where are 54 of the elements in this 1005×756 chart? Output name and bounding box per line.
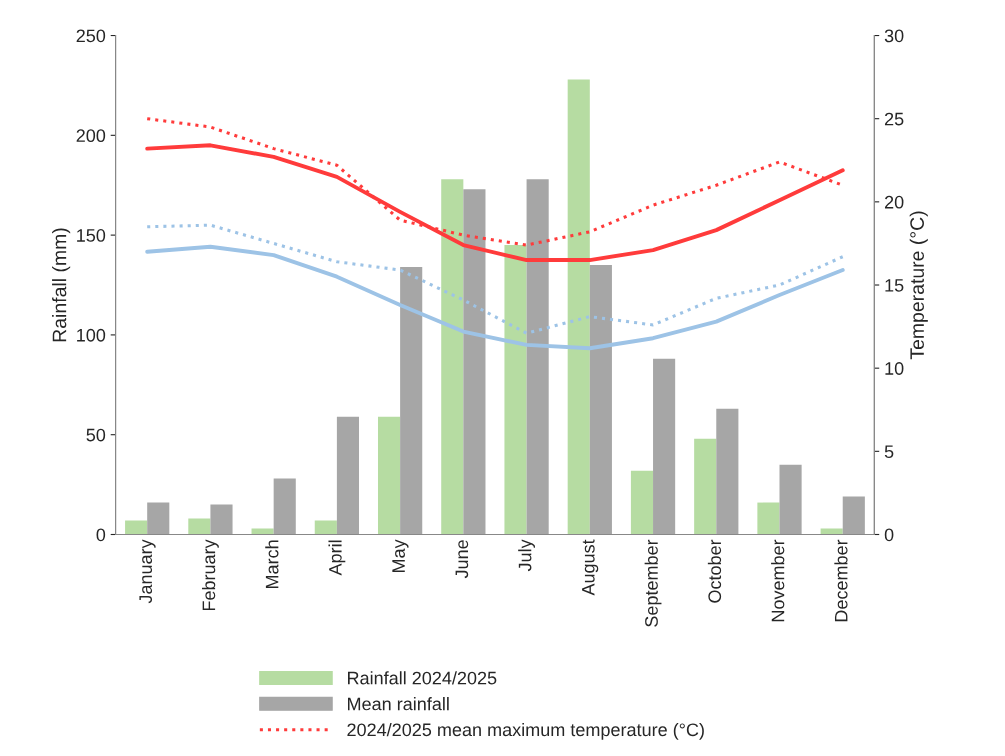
- legend-label: Rainfall 2024/2025: [348, 671, 497, 685]
- bar: [125, 520, 148, 535]
- bar: [716, 408, 739, 535]
- y-tick-label: 250: [76, 29, 106, 43]
- bar: [336, 416, 360, 535]
- x-tick-label: May: [392, 539, 409, 572]
- y2-tick-label: 15: [885, 279, 904, 292]
- bar: [630, 470, 654, 535]
- bar: [147, 502, 170, 535]
- y2-tick-label: 5: [884, 445, 894, 459]
- y-tick-label: 150: [77, 229, 106, 242]
- bar: [400, 267, 423, 535]
- bar: [653, 358, 676, 535]
- y2-tick-label: 20: [884, 195, 904, 209]
- y-axis-title: Rainfall (mm): [52, 228, 71, 342]
- bar: [210, 504, 233, 535]
- line-series: [145, 244, 845, 351]
- x-tick-label: February: [202, 539, 219, 611]
- line-series: [145, 223, 845, 335]
- bar: [314, 520, 337, 535]
- x-tick-label: June: [455, 540, 469, 579]
- bar: [273, 478, 296, 535]
- bar: [567, 79, 590, 535]
- bar: [504, 245, 527, 535]
- bar: [779, 464, 802, 535]
- y-tick-label: 200: [76, 129, 106, 143]
- x-tick-label: November: [771, 539, 785, 622]
- legend-label: Mean rainfall: [348, 697, 449, 711]
- y2-tick-label: 25: [884, 112, 904, 126]
- bar: [694, 438, 717, 535]
- y-tick-label: 100: [77, 328, 106, 342]
- bar: [526, 179, 549, 535]
- bar: [188, 518, 211, 535]
- bar: [463, 189, 486, 535]
- x-tick-label: December: [834, 539, 848, 622]
- x-tick-label: April: [328, 540, 346, 576]
- y2-tick-label: 30: [884, 29, 904, 43]
- y-tick-label: 0: [96, 528, 106, 542]
- x-tick-label: March: [265, 540, 279, 589]
- x-tick-label: September: [644, 539, 662, 627]
- bar: [377, 416, 401, 535]
- bar: [589, 265, 612, 535]
- y2-axis-title: Temperature (°C): [909, 211, 928, 360]
- x-tick-label: January: [139, 539, 156, 604]
- y2-tick-label: 0: [884, 528, 894, 542]
- bar: [757, 502, 780, 535]
- x-tick-label: July: [518, 539, 535, 572]
- legend-label: 2024/2025 mean maximum temperature (°C): [347, 722, 704, 740]
- x-tick-label: October: [707, 539, 722, 603]
- bar: [842, 496, 865, 535]
- x-tick-label: August: [582, 539, 599, 596]
- bar: [441, 179, 464, 535]
- y2-tick-label: 10: [885, 362, 904, 375]
- y-tick-label: 50: [86, 428, 106, 442]
